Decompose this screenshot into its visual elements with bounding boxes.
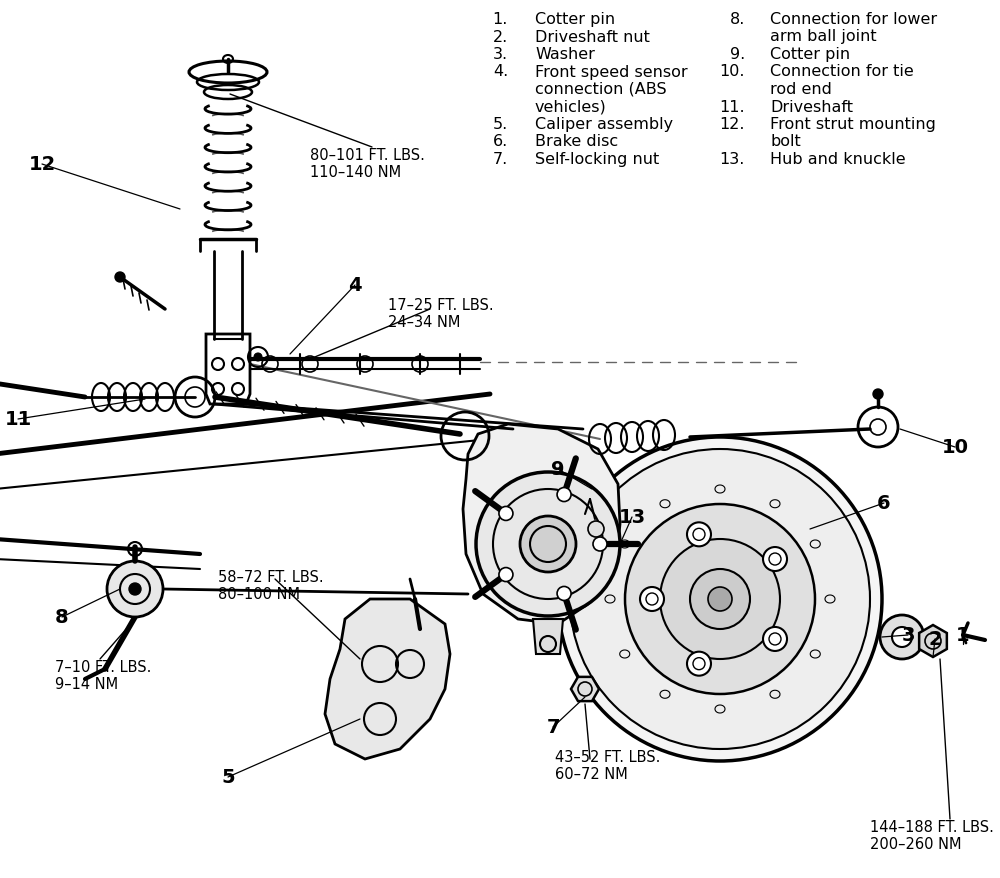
Text: Driveshaft: Driveshaft [770, 99, 853, 114]
Text: Washer: Washer [535, 47, 595, 62]
Circle shape [625, 505, 815, 694]
Circle shape [690, 569, 750, 630]
Text: 17–25 FT. LBS.
24–34 NM: 17–25 FT. LBS. 24–34 NM [388, 298, 494, 330]
Circle shape [640, 587, 664, 611]
Circle shape [660, 539, 780, 659]
Circle shape [687, 652, 711, 676]
Circle shape [687, 522, 711, 547]
Text: 1.: 1. [493, 12, 508, 27]
Text: 7: 7 [546, 717, 560, 737]
Text: 43–52 FT. LBS.
60–72 NM: 43–52 FT. LBS. 60–72 NM [555, 749, 660, 781]
Polygon shape [533, 619, 563, 654]
Text: 5.: 5. [493, 117, 508, 132]
Text: 11.: 11. [719, 99, 745, 114]
Text: 58–72 FT. LBS.
80–100 NM: 58–72 FT. LBS. 80–100 NM [218, 569, 324, 601]
Text: Cotter pin: Cotter pin [535, 12, 615, 27]
Text: Caliper assembly: Caliper assembly [535, 117, 673, 132]
Text: 9.: 9. [730, 47, 745, 62]
Text: 6: 6 [877, 494, 891, 513]
Circle shape [880, 615, 924, 659]
Text: vehicles): vehicles) [535, 99, 607, 114]
Text: 7.: 7. [493, 152, 508, 167]
Text: 4: 4 [348, 277, 362, 295]
Text: Driveshaft nut: Driveshaft nut [535, 30, 650, 45]
Text: 4.: 4. [493, 64, 508, 79]
Text: 1: 1 [956, 626, 970, 644]
Circle shape [558, 437, 882, 761]
Text: 80–101 FT. LBS.
110–140 NM: 80–101 FT. LBS. 110–140 NM [310, 148, 425, 180]
Text: arm ball joint: arm ball joint [770, 30, 877, 45]
Text: 2: 2 [928, 630, 942, 649]
Circle shape [570, 450, 870, 749]
Circle shape [107, 561, 163, 617]
Text: bolt: bolt [770, 134, 801, 149]
Circle shape [557, 587, 571, 601]
Polygon shape [325, 600, 450, 759]
Text: 6.: 6. [493, 134, 508, 149]
Text: 3: 3 [901, 626, 915, 644]
Text: 8.: 8. [730, 12, 745, 27]
Text: connection (ABS: connection (ABS [535, 82, 667, 97]
Circle shape [708, 587, 732, 611]
Text: Connection for lower: Connection for lower [770, 12, 937, 27]
Circle shape [873, 390, 883, 399]
Text: Hub and knuckle: Hub and knuckle [770, 152, 906, 167]
Text: 12: 12 [28, 155, 56, 175]
Text: rod end: rod end [770, 82, 832, 97]
Text: Self-locking nut: Self-locking nut [535, 152, 659, 167]
Text: 7–10 FT. LBS.
9–14 NM: 7–10 FT. LBS. 9–14 NM [55, 659, 151, 692]
Polygon shape [463, 425, 620, 624]
Text: Cotter pin: Cotter pin [770, 47, 850, 62]
Circle shape [254, 354, 262, 362]
Text: 9: 9 [551, 460, 565, 479]
Text: 13.: 13. [720, 152, 745, 167]
Text: 5: 5 [221, 767, 235, 787]
Polygon shape [919, 625, 947, 658]
Circle shape [763, 547, 787, 572]
Text: 144–188 FT. LBS.
200–260 NM: 144–188 FT. LBS. 200–260 NM [870, 819, 994, 852]
Circle shape [499, 507, 513, 521]
Circle shape [763, 627, 787, 651]
Text: 11: 11 [4, 410, 32, 429]
Text: Brake disc: Brake disc [535, 134, 618, 149]
Circle shape [588, 522, 604, 537]
Circle shape [115, 273, 125, 283]
Text: 10.: 10. [720, 64, 745, 79]
Text: 13: 13 [618, 507, 646, 527]
Text: 8: 8 [55, 608, 69, 627]
Circle shape [520, 516, 576, 572]
Text: 10: 10 [942, 438, 968, 457]
Text: Front strut mounting: Front strut mounting [770, 117, 936, 132]
Text: 2.: 2. [493, 30, 508, 45]
Circle shape [892, 627, 912, 647]
Circle shape [129, 583, 141, 595]
Circle shape [476, 472, 620, 616]
Circle shape [557, 488, 571, 502]
Text: Connection for tie: Connection for tie [770, 64, 914, 79]
Text: Front speed sensor: Front speed sensor [535, 64, 688, 79]
Circle shape [499, 568, 513, 582]
Polygon shape [571, 677, 599, 702]
Text: 3.: 3. [493, 47, 508, 62]
Circle shape [593, 537, 607, 551]
Text: 12.: 12. [720, 117, 745, 132]
